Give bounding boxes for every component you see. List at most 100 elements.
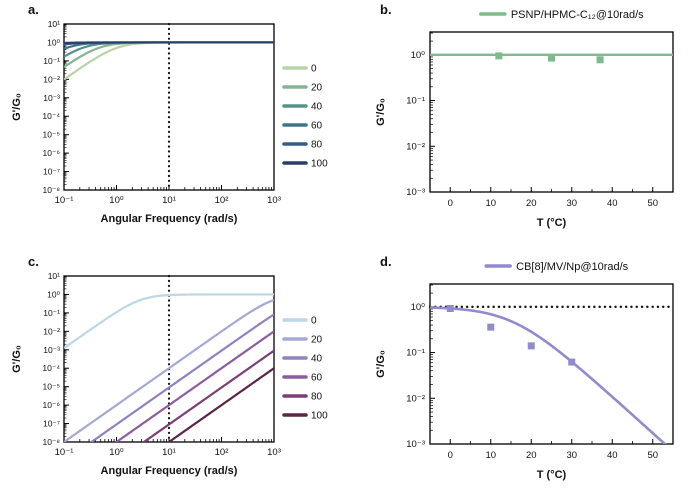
legend-label: 20 [311, 335, 323, 346]
data-point [487, 323, 495, 331]
y-tick-label: 10⁻⁴ [42, 111, 60, 121]
series-20 [64, 298, 274, 442]
series-0 [64, 293, 274, 350]
panel-b: b. PSNP/HPMC-C₁₂@10rad/s 0 10 20 30 40 50 10⁰ 10… [368, 2, 694, 246]
legend-label: 80 [311, 392, 323, 403]
x-tick-label: 10² [215, 195, 229, 206]
y-tick-label: 10⁻⁵ [43, 382, 60, 392]
data-point [446, 305, 454, 313]
y-tick-label: 10⁻² [43, 326, 60, 336]
legend-label: 20 [311, 83, 323, 94]
y-tick-label: 10⁻² [406, 393, 425, 404]
x-tick-label: 30 [566, 198, 577, 209]
legend-label: 40 [311, 102, 323, 113]
x-tick-label: 10¹ [162, 447, 176, 458]
legend-label: 100 [311, 411, 328, 422]
x-tick-label: 40 [607, 450, 618, 461]
series-60 [114, 330, 274, 442]
x-tick-label: 20 [526, 450, 537, 461]
x-axis-label: Angular Frequency (rad/s) [101, 465, 238, 477]
chart-d-temperature-sweep: CB[8]/MV/Np@10rad/s 0 10 20 30 40 50 10⁰ 10⁻¹ 10⁻… [375, 261, 675, 481]
x-tick-label: 30 [566, 450, 577, 461]
y-tick-label: 10⁻³ [406, 187, 425, 198]
series-100 [167, 367, 274, 442]
y-tick-label: 10⁻¹ [43, 308, 60, 318]
data-point [596, 56, 604, 64]
x-tick-label: 10 [485, 198, 496, 209]
panel-label-b: b. [380, 2, 392, 17]
y-tick-label: 10⁻⁷ [43, 419, 60, 429]
x-tick-label: 10⁰ [109, 447, 124, 458]
data-point [568, 358, 576, 366]
legend-label: 100 [311, 159, 328, 170]
y-tick-label: 10¹ [48, 271, 60, 281]
x-tick-label: 0 [448, 198, 453, 209]
legend-label: 0 [311, 316, 317, 327]
y-axis-label: G'/G₀ [375, 350, 387, 378]
x-tick-label: 10¹ [162, 195, 176, 206]
panel-label-d: d. [380, 254, 392, 269]
y-tick-label: 10⁰ [47, 289, 60, 299]
y-axis-label: G'/G₀ [11, 345, 23, 373]
y-tick-label: 10⁻⁸ [42, 437, 60, 447]
legend-label: 80 [311, 140, 323, 151]
y-tick-label: 10⁻³ [43, 345, 60, 355]
y-tick-label: 10⁰ [411, 302, 426, 313]
x-tick-label: 10⁰ [109, 195, 124, 206]
panel-c: c. 10⁻¹ 10⁰ 10¹ 10² 10³ 10¹ 10⁰ 10⁻¹ 10⁻² 10⁻³ 10⁻… [6, 254, 352, 498]
y-tick-label: 10⁻² [43, 74, 60, 84]
panel-label-c: c. [28, 254, 39, 269]
y-tick-label: 10⁻⁷ [43, 167, 60, 177]
y-tick-label: 10⁻⁶ [43, 148, 60, 158]
chart-c-frequency-sweep: 10⁻¹ 10⁰ 10¹ 10² 10³ 10¹ 10⁰ 10⁻¹ 10⁻² 10⁻³ 10⁻⁴ 10… [11, 271, 328, 477]
y-tick-label: 10⁰ [47, 37, 60, 47]
panel-label-a: a. [28, 2, 39, 17]
y-tick-label: 10⁻¹ [406, 348, 425, 359]
y-tick-label: 10⁻⁶ [43, 400, 60, 410]
y-tick-label: 10⁰ [411, 50, 426, 61]
y-tick-label: 10⁻⁵ [43, 130, 60, 140]
x-tick-label: 40 [607, 198, 618, 209]
chart-a-frequency-sweep: 10⁻¹ 10⁰ 10¹ 10² 10³ 10¹ 10⁰ 10⁻¹ 10⁻² 10⁻³ 10⁻⁴ 10… [11, 19, 328, 225]
panel-a: a. 10⁻¹ 10⁰ 10¹ 10² 10³ 10¹ 10⁰ 10⁻¹ 10⁻² 10⁻³ 10⁻… [6, 2, 352, 246]
series-100 [64, 41, 274, 45]
panel-d: d. CB[8]/MV/Np@10rad/s 0 10 20 30 40 50 10⁰ 10⁻¹… [368, 254, 694, 498]
chart-b-temperature-sweep: PSNP/HPMC-C₁₂@10rad/s 0 10 20 30 40 50 10⁰ 10⁻¹ 1… [375, 9, 674, 229]
x-tick-label: 10³ [267, 195, 281, 206]
x-tick-label: 10 [485, 450, 496, 461]
y-tick-label: 10⁻⁸ [42, 185, 60, 195]
x-tick-label: 10³ [267, 447, 281, 458]
legend-label: 0 [311, 64, 317, 75]
model-curve [430, 306, 667, 444]
x-axis-label: T (°C) [537, 217, 567, 229]
x-axis-label: T (°C) [537, 469, 567, 481]
x-tick-label: 10² [215, 447, 229, 458]
x-tick-label: 20 [526, 198, 537, 209]
data-point [548, 54, 555, 62]
x-tick-label: 10⁻¹ [55, 195, 74, 206]
series-80 [142, 349, 274, 442]
series-40 [89, 313, 274, 442]
data-point [495, 52, 503, 60]
chart-title: CB[8]/MV/Np@10rad/s [516, 261, 629, 273]
legend-label: 60 [311, 373, 323, 384]
y-tick-label: 10¹ [48, 19, 60, 29]
y-tick-label: 10⁻² [406, 141, 425, 152]
y-tick-label: 10⁻¹ [406, 96, 425, 107]
y-axis-label: G'/G₀ [11, 93, 23, 121]
x-tick-label: 50 [647, 198, 658, 209]
y-tick-label: 10⁻¹ [43, 56, 60, 66]
legend-label: 40 [311, 354, 323, 365]
y-tick-label: 10⁻³ [43, 93, 60, 103]
x-axis-label: Angular Frequency (rad/s) [101, 213, 238, 225]
x-tick-label: 10⁻¹ [55, 447, 74, 458]
y-tick-label: 10⁻³ [406, 439, 425, 450]
chart-title: PSNP/HPMC-C₁₂@10rad/s [511, 9, 644, 21]
legend-label: 60 [311, 121, 323, 132]
x-tick-label: 50 [647, 450, 658, 461]
x-tick-label: 0 [448, 450, 453, 461]
y-axis-label: G'/G₀ [375, 98, 387, 126]
y-tick-label: 10⁻⁴ [42, 363, 60, 373]
data-point [527, 342, 535, 350]
